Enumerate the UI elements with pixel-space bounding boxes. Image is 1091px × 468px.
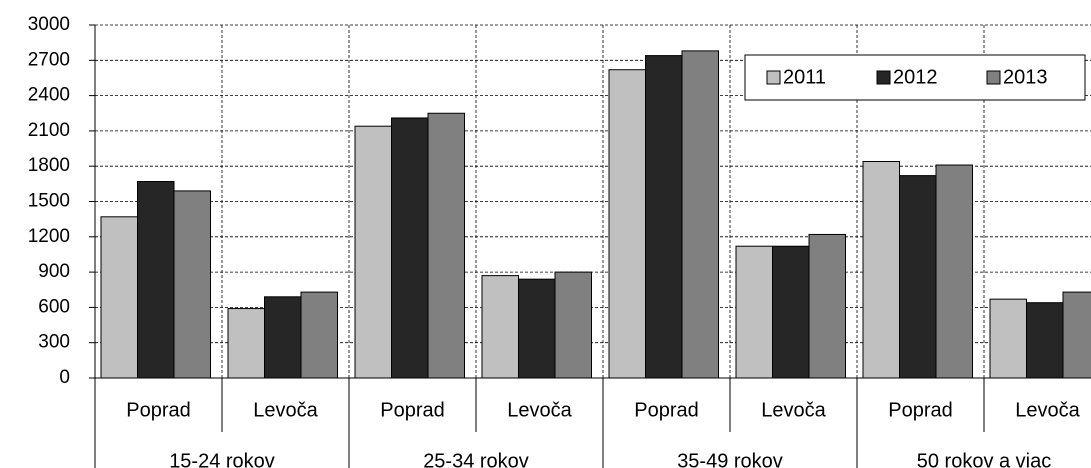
legend-box [744,54,1086,101]
bar [354,125,392,379]
x-tick-label: Poprad [380,399,445,421]
bar [100,216,138,379]
bar [300,291,338,379]
group-label: 50 rokov a viac [917,450,1052,468]
bar [518,278,556,379]
group-label: 25-34 rokov [423,450,529,468]
x-tick-label: Poprad [126,399,191,421]
bar [264,296,302,379]
y-tick-label: 3000 [28,14,70,35]
bar [862,160,900,379]
x-tick-label: Poprad [634,399,699,421]
x-tick-label: Levoča [1015,399,1080,421]
bar [808,233,846,379]
x-tick-label: Levoča [507,399,572,421]
x-tick-label: Poprad [888,399,953,421]
bar [1026,302,1064,379]
y-tick-label: 1200 [28,226,70,247]
y-tick-label: 1800 [28,155,70,176]
legend-label: 2012 [893,66,938,88]
y-tick-label: 1500 [28,191,70,212]
legend-swatch [766,70,781,85]
bar [608,69,646,379]
y-tick-label: 0 [59,367,70,388]
bar [227,308,265,379]
y-tick-label: 900 [38,261,70,282]
x-tick-label: Levoča [253,399,318,421]
bar [1062,291,1091,379]
bar [554,271,592,379]
bar [391,117,429,379]
bar [989,298,1027,379]
bar [899,175,937,379]
y-tick-label: 300 [38,332,70,353]
bar [772,245,810,379]
bar [735,245,773,379]
bar [427,112,465,379]
bar [481,275,519,379]
legend-swatch [986,70,1001,85]
y-tick-label: 2100 [28,120,70,141]
legend-label: 2013 [1003,66,1048,88]
bar [137,180,175,379]
legend-swatch [876,70,891,85]
bar [645,55,683,379]
legend-label: 2011 [783,66,826,88]
bar [681,50,719,379]
y-tick-label: 600 [38,296,70,317]
bar [935,164,973,379]
group-label: 15-24 rokov [169,450,275,468]
x-tick-label: Levoča [761,399,826,421]
group-label: 35-49 rokov [677,450,783,468]
y-tick-label: 2400 [28,85,70,106]
bar [173,190,211,379]
y-tick-label: 2700 [28,49,70,70]
